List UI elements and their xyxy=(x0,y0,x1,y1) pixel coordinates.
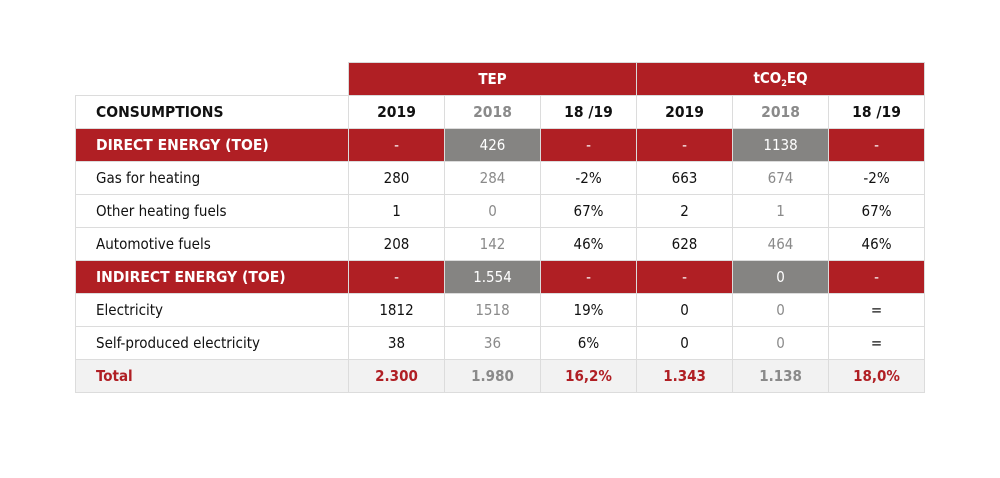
table-row: Self-produced electricity 38 36 6% 0 0 = xyxy=(75,326,926,360)
tep-2018-cell: 284 xyxy=(444,161,541,195)
co2-change-cell: 18,0% xyxy=(828,359,926,393)
co2-2019-cell: 628 xyxy=(636,227,734,261)
tep-2018-cell: 1.980 xyxy=(444,359,541,393)
tep-2018-cell: 1518 xyxy=(444,293,541,327)
group-header-row: TEP tCO2EQ xyxy=(75,62,926,96)
group-label-main: tCO xyxy=(753,69,782,87)
tep-change-cell: 19% xyxy=(539,293,638,327)
tep-2019-cell: 1812 xyxy=(348,293,445,327)
row-label: DIRECT ENERGY (TOE) xyxy=(75,128,349,162)
co2-2019-cell: 663 xyxy=(636,161,734,195)
section-row: DIRECT ENERGY (TOE) -426- -1138- xyxy=(75,128,926,162)
co2-2018-cell: 1 xyxy=(732,194,830,228)
table-row: Electricity 1812 1518 19% 0 0 = xyxy=(75,293,926,327)
column-header-tep-change: 18 /19 xyxy=(539,95,638,129)
column-header-co2-2019: 2019 xyxy=(636,95,734,129)
group-label-sub: 2 xyxy=(781,79,787,89)
co2-2018-cell: 0 xyxy=(732,293,830,327)
column-header-tep-2018: 2018 xyxy=(444,95,541,129)
tep-2019-cell: 208 xyxy=(348,227,445,261)
tep-2019-cell: - xyxy=(348,260,445,294)
section-row: INDIRECT ENERGY (TOE) -1.554- -0- xyxy=(75,260,926,294)
co2-2019-cell: - xyxy=(636,128,734,162)
co2-2018-cell: 0 xyxy=(732,326,830,360)
tep-change-cell: - xyxy=(539,128,638,162)
tep-2019-cell: 38 xyxy=(348,326,445,360)
tep-change-cell: 46% xyxy=(539,227,638,261)
co2-change-cell: 67% xyxy=(828,194,926,228)
column-header-row: CONSUMPTIONS 2019 2018 18 /19 2019 2018 … xyxy=(75,95,926,129)
tep-2019-cell: 2.300 xyxy=(348,359,445,393)
tep-2018-cell: 1.554 xyxy=(444,260,541,294)
co2-2019-cell: 0 xyxy=(636,326,734,360)
tep-change-cell: 67% xyxy=(539,194,638,228)
group-label-tail: EQ xyxy=(786,69,808,87)
co2-2019-cell: - xyxy=(636,260,734,294)
co2-2018-cell: 464 xyxy=(732,227,830,261)
table-row: Automotive fuels 208 142 46% 628 464 46% xyxy=(75,227,926,261)
co2-change-cell: 46% xyxy=(828,227,926,261)
co2-2019-cell: 2 xyxy=(636,194,734,228)
row-label: Total xyxy=(75,359,349,393)
tep-2019-cell: - xyxy=(348,128,445,162)
column-header-consumptions: CONSUMPTIONS xyxy=(75,95,349,129)
co2-change-cell: = xyxy=(828,326,926,360)
co2-change-cell: = xyxy=(828,293,926,327)
co2-change-cell: -2% xyxy=(828,161,926,195)
column-header-co2-change: 18 /19 xyxy=(828,95,926,129)
row-label: Other heating fuels xyxy=(75,194,349,228)
co2-change-cell: - xyxy=(828,260,926,294)
tep-2018-cell: 426 xyxy=(444,128,541,162)
co2-change-cell: - xyxy=(828,128,926,162)
row-label: Automotive fuels xyxy=(75,227,349,261)
tep-change-cell: - xyxy=(539,260,638,294)
tep-2018-cell: 36 xyxy=(444,326,541,360)
co2-2018-cell: 1.138 xyxy=(732,359,830,393)
table-row: Gas for heating 280 284 -2% 663 674 -2% xyxy=(75,161,926,195)
co2-2018-cell: 674 xyxy=(732,161,830,195)
tep-2018-cell: 0 xyxy=(444,194,541,228)
tep-change-cell: 6% xyxy=(539,326,638,360)
co2-2018-cell: 0 xyxy=(732,260,830,294)
tep-change-cell: -2% xyxy=(539,161,638,195)
column-header-tep-2019: 2019 xyxy=(348,95,445,129)
column-header-co2-2018: 2018 xyxy=(732,95,830,129)
total-row: Total 2.300 1.980 16,2% 1.343 1.138 18,0% xyxy=(75,359,926,393)
energy-consumption-table: TEP tCO2EQ CONSUMPTIONS 2019 2018 18 /19… xyxy=(75,62,926,393)
group-header-tco2eq: tCO2EQ xyxy=(636,62,926,96)
row-label: Gas for heating xyxy=(75,161,349,195)
blank-corner xyxy=(75,62,349,96)
tep-2019-cell: 1 xyxy=(348,194,445,228)
table-row: Other heating fuels 1 0 67% 2 1 67% xyxy=(75,194,926,228)
tep-2018-cell: 142 xyxy=(444,227,541,261)
group-header-tep: TEP xyxy=(347,62,638,96)
row-label: INDIRECT ENERGY (TOE) xyxy=(75,260,349,294)
tep-change-cell: 16,2% xyxy=(539,359,638,393)
co2-2019-cell: 1.343 xyxy=(636,359,734,393)
tep-2019-cell: 280 xyxy=(348,161,445,195)
co2-2018-cell: 1138 xyxy=(732,128,830,162)
co2-2019-cell: 0 xyxy=(636,293,734,327)
row-label: Self-produced electricity xyxy=(75,326,349,360)
row-label: Electricity xyxy=(75,293,349,327)
